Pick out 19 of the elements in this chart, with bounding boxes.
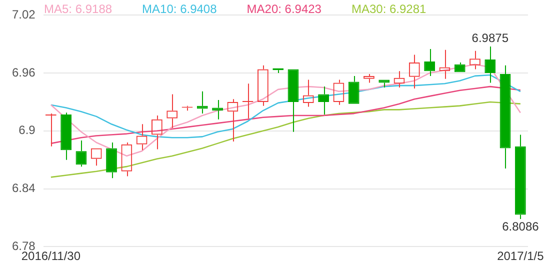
candlestick: [45, 113, 56, 147]
annotation: 6.8086: [502, 219, 540, 234]
annotation: 6.9875: [472, 30, 509, 45]
text: MA10: 6.9408: [142, 2, 217, 16]
x-tick-label: 2017/1/5: [497, 249, 544, 264]
y-tick-label: 6.84: [12, 181, 36, 196]
candlestick: [242, 83, 254, 119]
text: MA20: 6.9423: [246, 2, 322, 16]
candlestick: [106, 142, 117, 179]
y-tick-label: 6.96: [12, 65, 36, 80]
candlestick: [288, 69, 299, 132]
candlestick: [514, 134, 526, 220]
y-tick-label: 6.9: [18, 123, 36, 138]
text: MA30: 6.9281: [351, 2, 426, 16]
candlestick: [60, 112, 72, 160]
candlestick: [500, 64, 511, 170]
text: MA5: 6.9188: [44, 2, 112, 16]
candlestick: [348, 75, 360, 104]
y-tick-label: 7.02: [12, 8, 36, 22]
